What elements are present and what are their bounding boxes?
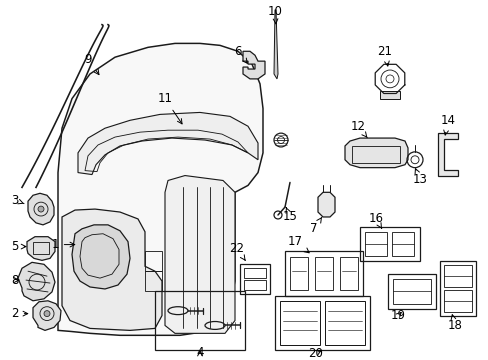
Bar bbox=[240, 264, 269, 294]
Bar bbox=[391, 232, 413, 256]
Text: 11: 11 bbox=[157, 92, 182, 124]
Text: 1: 1 bbox=[51, 238, 75, 251]
Text: 6: 6 bbox=[234, 45, 247, 63]
Bar bbox=[155, 291, 244, 350]
Text: 14: 14 bbox=[440, 114, 454, 135]
Text: 19: 19 bbox=[390, 309, 405, 322]
Bar bbox=[289, 257, 307, 290]
Text: 15: 15 bbox=[282, 208, 297, 224]
Text: 17: 17 bbox=[287, 235, 308, 253]
Polygon shape bbox=[437, 133, 457, 176]
Polygon shape bbox=[28, 193, 54, 225]
Text: 9: 9 bbox=[84, 53, 99, 75]
Bar bbox=[359, 227, 419, 261]
Text: 12: 12 bbox=[350, 120, 366, 138]
Bar bbox=[387, 274, 435, 309]
Bar bbox=[439, 261, 475, 316]
Polygon shape bbox=[18, 262, 55, 301]
Bar bbox=[244, 268, 265, 278]
Bar bbox=[443, 290, 471, 312]
Text: 18: 18 bbox=[447, 315, 462, 332]
Polygon shape bbox=[164, 176, 235, 333]
Bar bbox=[33, 242, 49, 255]
Polygon shape bbox=[273, 10, 278, 79]
Text: 3: 3 bbox=[11, 194, 24, 207]
Text: 21: 21 bbox=[377, 45, 392, 66]
Text: 20: 20 bbox=[308, 347, 323, 360]
Polygon shape bbox=[243, 51, 264, 79]
Bar bbox=[339, 257, 357, 290]
Polygon shape bbox=[27, 237, 55, 260]
Bar bbox=[443, 265, 471, 287]
Circle shape bbox=[38, 206, 44, 212]
Text: 13: 13 bbox=[412, 168, 427, 186]
Bar bbox=[274, 296, 369, 350]
Polygon shape bbox=[72, 225, 130, 289]
Bar bbox=[392, 279, 430, 304]
Polygon shape bbox=[33, 301, 61, 330]
Polygon shape bbox=[317, 192, 334, 217]
Bar bbox=[280, 301, 319, 345]
Polygon shape bbox=[78, 112, 258, 175]
Text: 16: 16 bbox=[368, 212, 383, 228]
Bar bbox=[314, 257, 332, 290]
Text: 10: 10 bbox=[267, 5, 282, 24]
Polygon shape bbox=[58, 44, 263, 335]
Bar bbox=[351, 146, 399, 163]
Polygon shape bbox=[345, 138, 407, 168]
Text: 5: 5 bbox=[11, 240, 26, 253]
Text: 7: 7 bbox=[309, 217, 321, 235]
Bar bbox=[364, 232, 386, 256]
Bar bbox=[325, 301, 364, 345]
Text: 2: 2 bbox=[11, 307, 28, 320]
Polygon shape bbox=[62, 209, 162, 330]
Bar bbox=[244, 280, 265, 290]
Text: 22: 22 bbox=[229, 242, 244, 260]
Circle shape bbox=[44, 311, 50, 316]
Text: 8: 8 bbox=[11, 274, 19, 287]
Text: 4: 4 bbox=[196, 346, 203, 359]
Bar bbox=[285, 252, 362, 296]
Polygon shape bbox=[379, 91, 399, 99]
